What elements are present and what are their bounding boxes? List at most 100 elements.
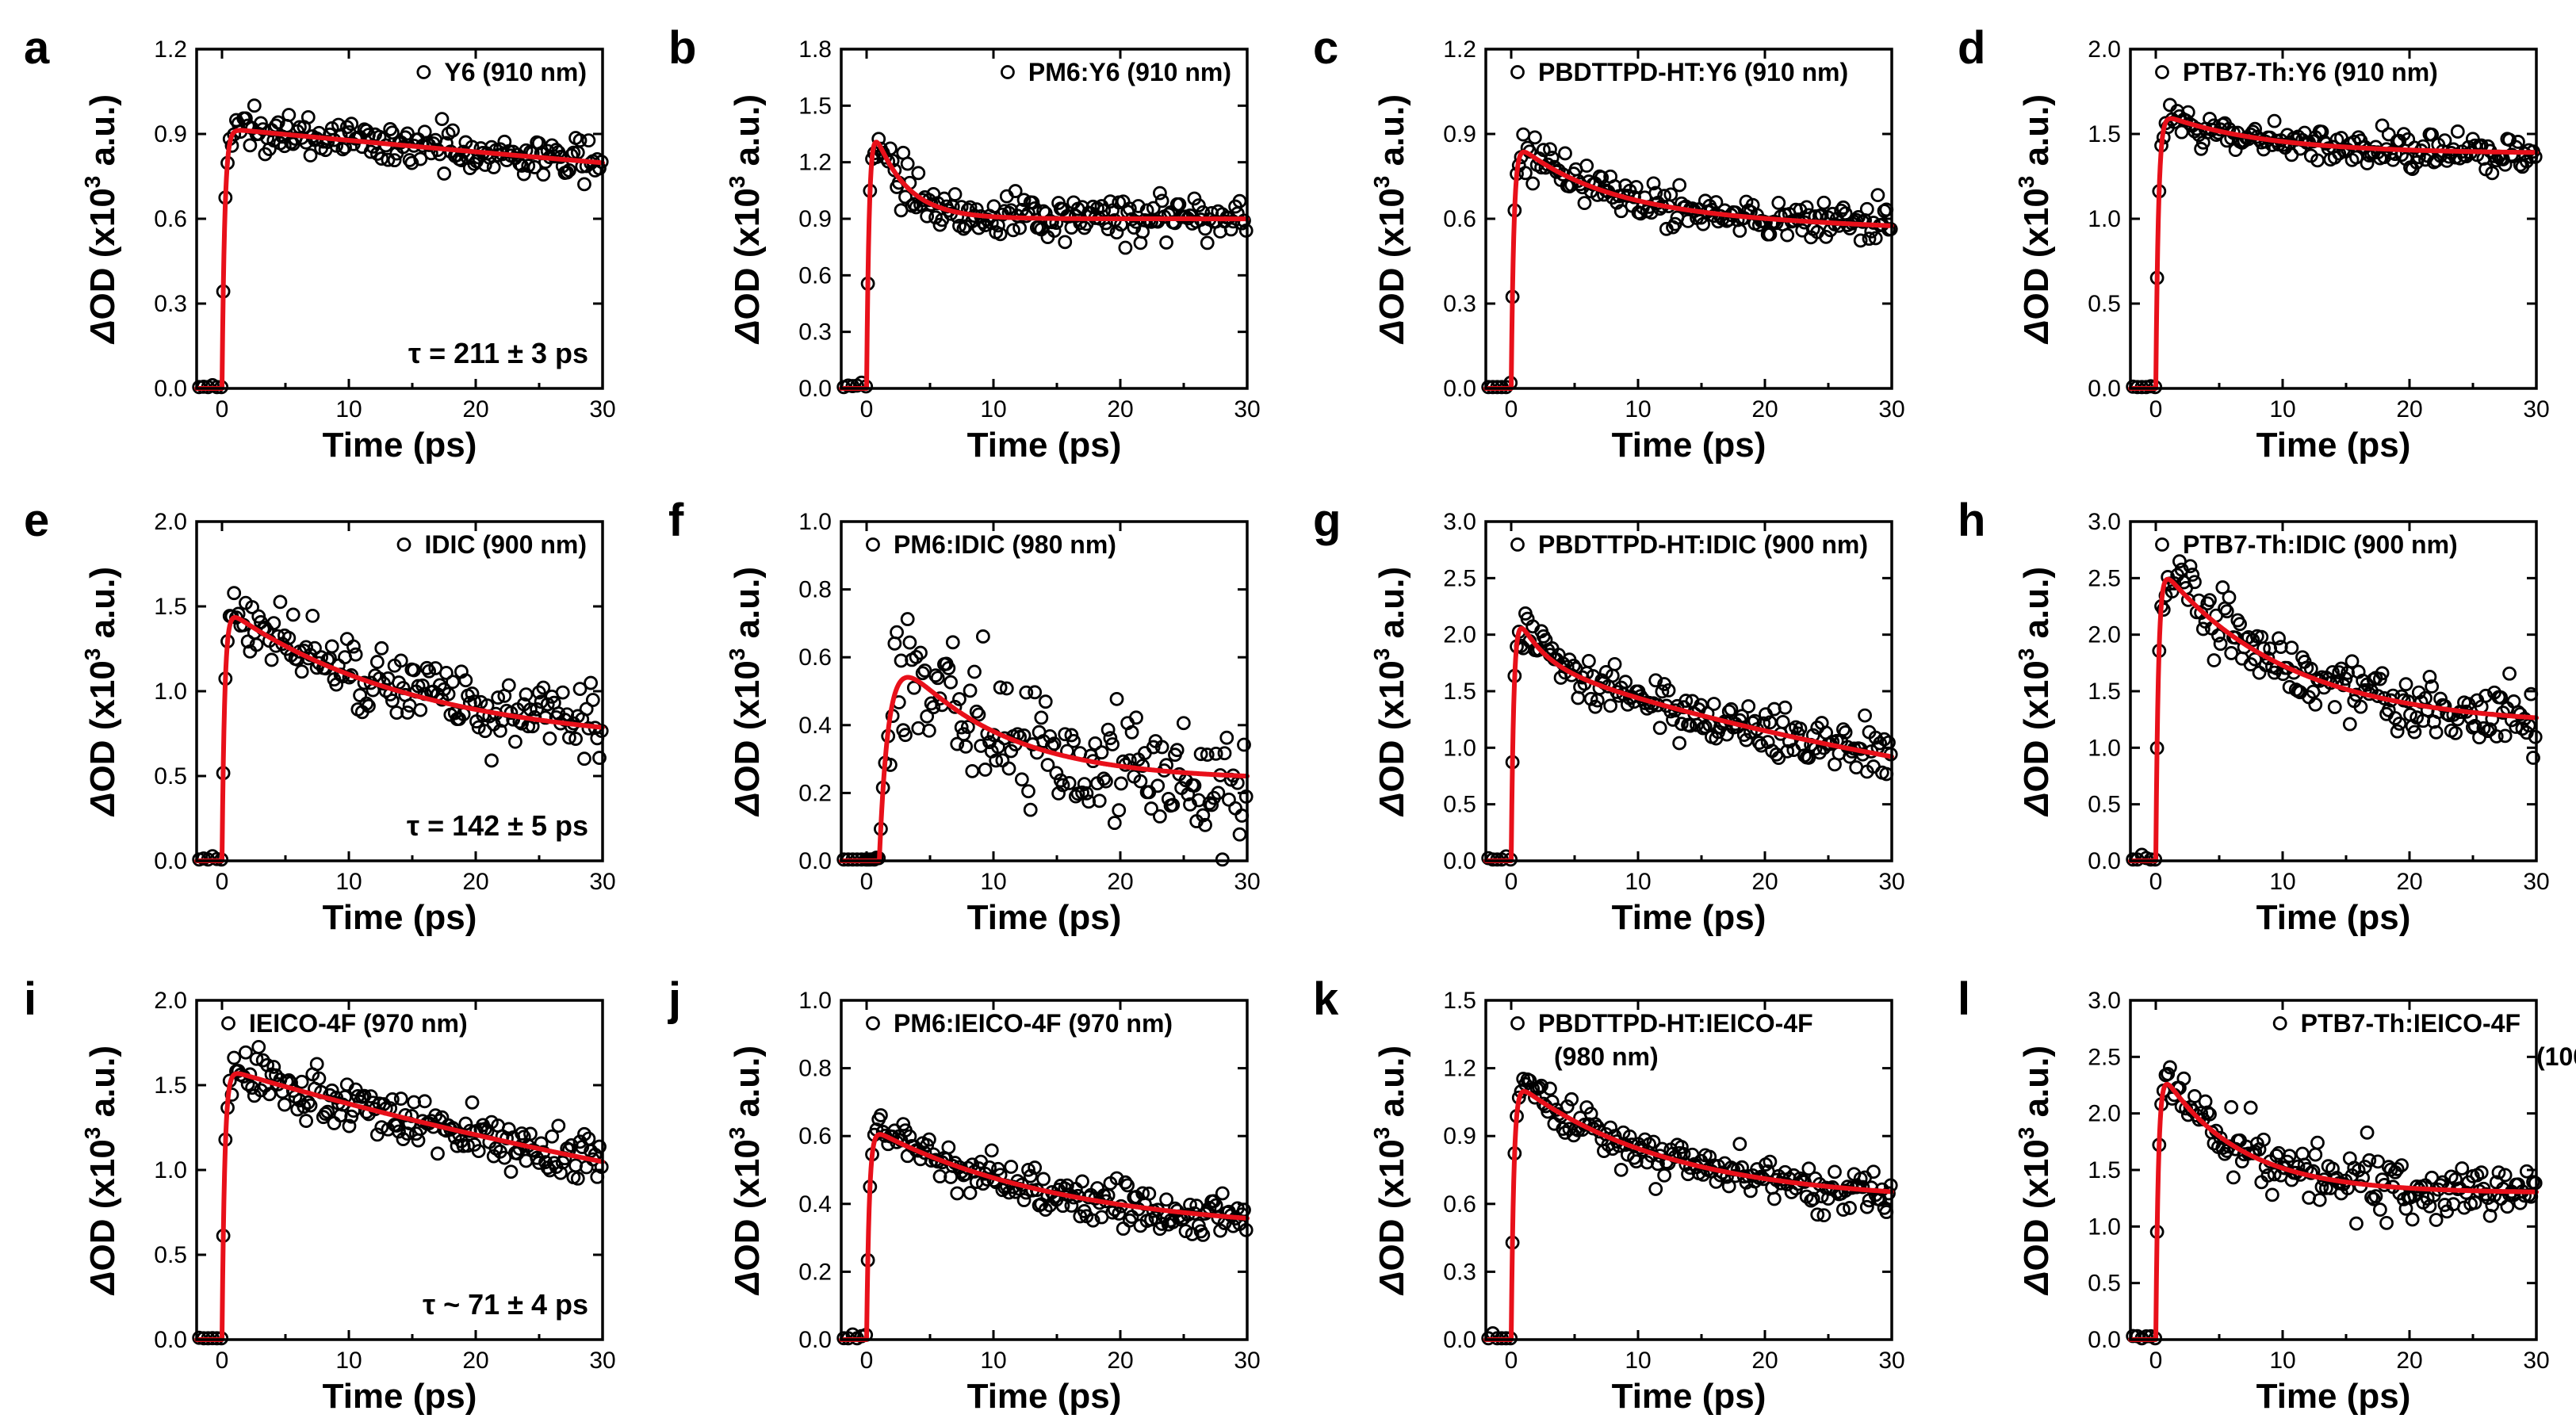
data-point xyxy=(1217,746,1232,761)
data-point xyxy=(1232,193,1247,208)
x-tick-label: 20 xyxy=(1751,1348,1778,1374)
x-tick-label: 30 xyxy=(1878,869,1904,895)
data-point xyxy=(1622,1129,1637,1144)
data-point xyxy=(458,1116,473,1131)
data-point xyxy=(1674,1140,1689,1154)
plot-frame xyxy=(195,999,604,1341)
y-tick-label: 1.0 xyxy=(2088,735,2121,761)
data-point xyxy=(1047,736,1062,751)
data-point xyxy=(1859,1199,1874,1214)
data-point xyxy=(2394,1158,2409,1172)
x-tick-label: 30 xyxy=(589,1348,615,1374)
panel-d: d 0 10 20 30 0.0 0.5 1.0 1.5 2.0 Time (ps) ΔOD (x10… xyxy=(1958,22,2550,465)
x-tick-label: 30 xyxy=(589,396,615,422)
data-point xyxy=(989,753,1004,768)
data-point xyxy=(1678,694,1694,708)
data-point xyxy=(266,1060,281,1074)
legend-symbol xyxy=(2155,65,2169,79)
y-tick-label: 1.0 xyxy=(2088,206,2121,232)
data-point xyxy=(2210,628,2226,643)
data-point xyxy=(2526,751,2540,765)
data-point xyxy=(2494,690,2509,705)
data-point xyxy=(2498,728,2513,744)
y-tick-label: 0.0 xyxy=(154,376,187,402)
legend-label: IDIC (900 nm) xyxy=(425,530,587,559)
fit-curve xyxy=(839,140,1250,391)
data-point xyxy=(254,116,268,131)
data-point xyxy=(281,108,297,122)
data-point xyxy=(1153,809,1167,824)
legend-label: PTB7-Th:IDIC (900 nm) xyxy=(2183,530,2458,559)
data-point xyxy=(560,165,575,180)
y-tick-label: 2.5 xyxy=(1443,565,1476,591)
data-point xyxy=(2194,141,2209,156)
lifetime-annotation: τ = 211 ± 3 ps xyxy=(408,337,588,369)
data-point xyxy=(1060,1178,1074,1193)
data-point xyxy=(1008,184,1023,198)
y-tick-label: 1.2 xyxy=(154,36,187,63)
data-point xyxy=(1577,196,1592,211)
data-point xyxy=(227,1050,242,1065)
fit-curve xyxy=(194,615,605,863)
data-point xyxy=(2390,724,2405,739)
data-point xyxy=(1099,774,1113,789)
data-point xyxy=(1172,197,1187,212)
data-point xyxy=(477,724,492,739)
legend-symbol xyxy=(396,537,411,552)
y-tick-label: 0.5 xyxy=(154,763,187,789)
data-point xyxy=(2498,157,2513,172)
data-point xyxy=(2272,631,2286,646)
x-tick-label: 20 xyxy=(462,396,488,422)
y-tick-label: 2.0 xyxy=(2088,36,2121,63)
data-point xyxy=(270,115,285,130)
data-point xyxy=(465,1095,480,1110)
data-point xyxy=(327,1116,342,1130)
panel-l: l 0 10 20 30 0.0 0.5 1.0 1.5 2.0 2.5 3.0 Time (ps) ΔO… xyxy=(1958,973,2576,1416)
data-point xyxy=(1613,204,1629,219)
x-tick-label: 30 xyxy=(2523,1348,2549,1374)
y-tick-label: 0.0 xyxy=(798,376,832,402)
x-tick-label: 0 xyxy=(2149,1348,2163,1374)
data-point xyxy=(1838,725,1853,740)
panel-letter: g xyxy=(1313,495,1341,546)
data-point xyxy=(357,1088,372,1103)
data-point xyxy=(1655,684,1670,699)
y-tick-label: 0.6 xyxy=(1443,206,1476,232)
data-point xyxy=(2312,1192,2327,1207)
data-points xyxy=(836,612,1254,867)
y-tick-label: 2.0 xyxy=(154,509,187,535)
y-tick-label: 0.3 xyxy=(1443,1259,1476,1285)
data-point xyxy=(2318,1180,2333,1195)
x-axis-title: Time (ps) xyxy=(1612,1377,1766,1416)
y-tick-label: 1.5 xyxy=(798,93,832,119)
data-point xyxy=(1652,721,1667,736)
panel-letter: j xyxy=(668,973,681,1025)
data-point xyxy=(2353,699,2368,714)
data-point xyxy=(1558,146,1572,161)
data-point xyxy=(2437,1198,2452,1212)
data-point xyxy=(1735,709,1749,724)
data-point xyxy=(1835,722,1851,737)
plot-frame xyxy=(1484,520,1893,862)
data-point xyxy=(413,151,428,166)
panel-letter: k xyxy=(1313,973,1339,1025)
panel-letter: a xyxy=(24,22,50,74)
y-tick-label: 0.3 xyxy=(1443,291,1476,317)
data-point xyxy=(2390,1162,2405,1176)
data-point xyxy=(484,753,499,768)
data-point xyxy=(1092,793,1107,809)
legend-symbol xyxy=(2272,1016,2287,1030)
data-point xyxy=(991,1161,1005,1176)
y-tick-label: 3.0 xyxy=(2088,509,2121,535)
data-point xyxy=(2407,724,2422,740)
data-point xyxy=(1661,682,1676,698)
data-point xyxy=(1835,1202,1851,1217)
data-point xyxy=(2308,1147,2323,1162)
data-point xyxy=(2437,133,2452,148)
data-point xyxy=(2222,590,2237,605)
data-point xyxy=(305,608,320,623)
data-point xyxy=(1049,766,1064,781)
data-point xyxy=(1085,1213,1100,1228)
data-point xyxy=(224,1088,239,1102)
